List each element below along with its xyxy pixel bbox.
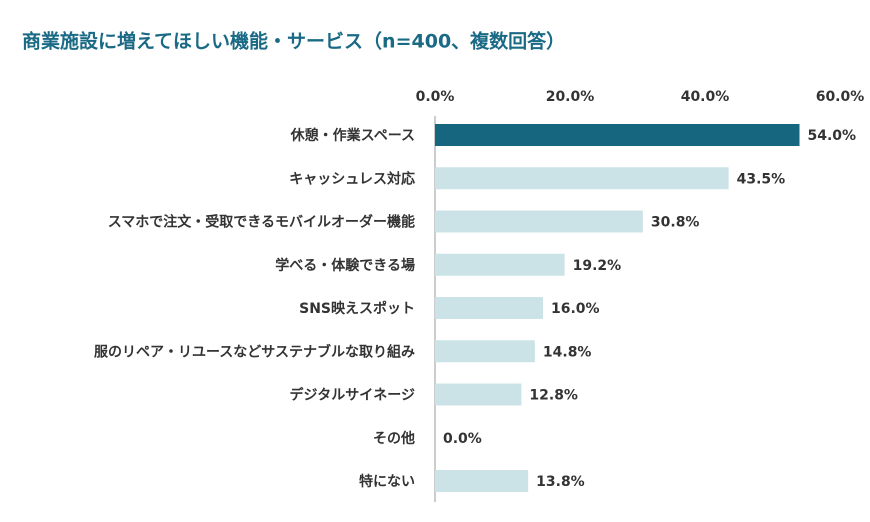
x-tick-label: 60.0%: [816, 89, 865, 105]
bar: [435, 253, 565, 276]
value-label: 30.8%: [651, 215, 700, 231]
y-tick-label: 学べる・体験できる場: [275, 257, 415, 274]
chart-title: 商業施設に増えてほしい機能・サービス（n=400、複数回答）: [22, 30, 565, 53]
bar: [435, 210, 643, 233]
y-tick-label: キャッシュレス対応: [289, 170, 415, 187]
y-tick-label: 休憩・作業スペース: [290, 127, 415, 144]
value-label: 0.0%: [443, 431, 482, 447]
value-label: 43.5%: [737, 171, 786, 187]
value-label: 54.0%: [808, 128, 857, 144]
x-tick-label: 40.0%: [681, 89, 730, 105]
value-label: 13.8%: [536, 474, 585, 490]
y-tick-label: 特にない: [359, 473, 415, 490]
bar: [435, 340, 535, 363]
bar: [435, 297, 543, 319]
value-label: 14.8%: [543, 344, 592, 360]
x-tick-label: 20.0%: [546, 89, 595, 105]
bar: [435, 167, 729, 190]
bar: [435, 124, 800, 146]
bar: [435, 470, 529, 492]
value-label: 19.2%: [573, 258, 622, 274]
value-label: 16.0%: [551, 301, 600, 317]
y-tick-label: SNS映えスポット: [299, 300, 415, 317]
y-tick-label: 服のリペア・リユースなどサステナブルな取り組み: [94, 343, 415, 360]
x-tick-label: 0.0%: [416, 89, 455, 105]
bar: [435, 383, 522, 406]
y-tick-label: スマホで注文・受取できるモバイルオーダー機能: [108, 214, 415, 231]
value-label: 12.8%: [529, 388, 578, 404]
y-tick-label: デジタルサイネージ: [290, 387, 415, 404]
y-tick-label: その他: [373, 430, 415, 447]
